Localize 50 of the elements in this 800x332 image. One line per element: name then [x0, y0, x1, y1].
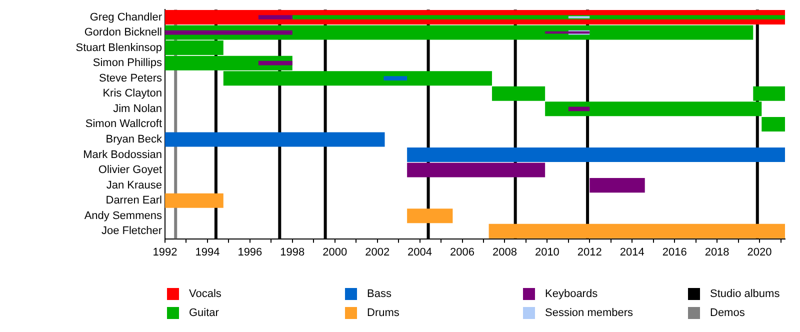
bar	[165, 132, 385, 147]
x-tick-label: 2000	[322, 246, 348, 258]
x-tick-label: 2018	[704, 246, 730, 258]
bar	[568, 106, 590, 112]
legend-label: Demos	[710, 306, 745, 318]
x-tick-label: 2014	[620, 246, 644, 258]
y-tick-label: Jan Krause	[106, 179, 162, 192]
legend-label: Keyboards	[545, 288, 598, 300]
y-tick-label: Simon Phillips	[92, 57, 162, 70]
x-tick-label: 2016	[662, 246, 687, 258]
x-tick-label: 1992	[152, 246, 178, 258]
legend-label: Bass	[367, 288, 392, 300]
x-tick-label: 2020	[747, 246, 772, 258]
bar	[488, 224, 785, 238]
y-tick-label: Bryan Beck	[106, 134, 162, 146]
y-tick-label: Jim Nolan	[113, 102, 162, 115]
legend-label: Drums	[367, 306, 400, 318]
x-tick-label: 2004	[408, 246, 432, 258]
bar	[407, 208, 453, 224]
y-tick-label: Darren Earl	[106, 194, 162, 207]
legend-label: Guitar	[189, 306, 219, 318]
y-tick-label: Stuart Blenkinsop	[76, 42, 162, 54]
bar	[407, 148, 785, 162]
x-tick-label: 2008	[492, 246, 517, 258]
x-tick-label: 2006	[450, 246, 474, 258]
x-tick-label: 2012	[577, 246, 602, 258]
x-tick-label: 2002	[365, 246, 390, 258]
bar	[258, 60, 292, 66]
y-tick-label: Kris Clayton	[102, 88, 162, 100]
y-tick-label: Joe Fletcher	[101, 225, 162, 238]
bar	[165, 30, 292, 35]
bar	[165, 193, 224, 208]
y-tick-label: Simon Wallcroft	[85, 118, 162, 130]
bar	[258, 15, 292, 20]
bar	[492, 86, 546, 101]
x-tick-label: 1994	[195, 246, 220, 258]
y-tick-label: Andy Semmens	[84, 210, 162, 222]
x-tick-label: 1996	[238, 246, 262, 258]
bar	[568, 16, 590, 18]
legend-label: Studio albums	[710, 288, 780, 300]
y-tick-label: Olivier Goyet	[98, 164, 162, 176]
y-tick-label: Greg Chandler	[90, 11, 162, 24]
y-tick-label: Gordon Bicknell	[84, 26, 162, 39]
legend-label: Session members	[545, 306, 634, 318]
x-tick-label: 2010	[534, 246, 560, 258]
legend-label: Vocals	[189, 288, 222, 300]
bar	[762, 116, 785, 132]
x-tick-label: 1998	[280, 246, 305, 258]
y-tick-label: Steve Peters	[99, 72, 162, 84]
y-tick-label: Mark Bodossian	[83, 148, 162, 161]
